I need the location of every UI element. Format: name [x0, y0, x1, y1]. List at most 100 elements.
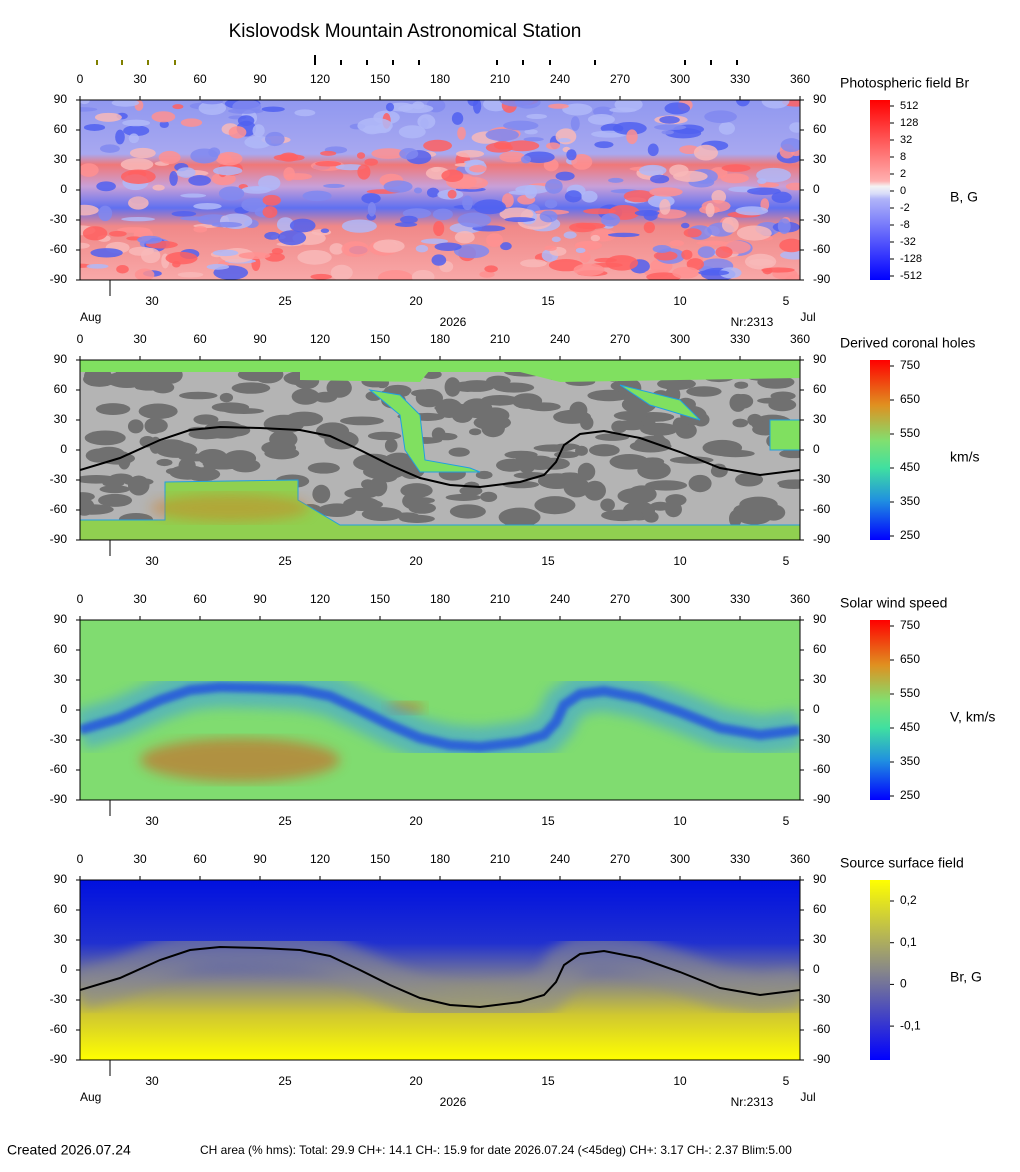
field-patch — [785, 182, 800, 191]
gray-patch — [665, 494, 687, 506]
field-patch — [570, 116, 580, 131]
latitude-label: 90 — [813, 92, 827, 106]
latitude-label: -30 — [50, 732, 68, 746]
colorbar-label: 550 — [900, 686, 920, 700]
longitude-label: 0 — [77, 332, 84, 346]
field-patch — [623, 190, 655, 203]
start-month: Aug — [80, 310, 101, 324]
field-patch — [609, 107, 637, 113]
gray-patch — [415, 389, 444, 408]
longitude-label: 210 — [490, 852, 510, 866]
latitude-label: -30 — [813, 212, 831, 226]
date-label: 20 — [409, 1074, 423, 1088]
field-patch — [211, 172, 236, 186]
latitude-label: -30 — [813, 992, 831, 1006]
field-patch — [504, 217, 536, 223]
field-patch — [587, 113, 615, 125]
field-patch — [575, 222, 606, 230]
latitude-label: -30 — [813, 472, 831, 486]
colorbar-label: 550 — [900, 426, 920, 440]
field-patch — [165, 251, 198, 265]
longitude-label: 210 — [490, 332, 510, 346]
colorbar-label: 0 — [900, 977, 907, 991]
field-patch — [573, 263, 605, 276]
field-patch — [705, 202, 715, 218]
field-patch — [683, 228, 702, 238]
colorbar-label: 32 — [900, 134, 912, 146]
field-patch — [80, 242, 90, 249]
north-hole — [300, 360, 800, 382]
field-patch — [664, 102, 691, 115]
field-patch — [504, 140, 540, 152]
field-patch — [704, 110, 737, 123]
gray-patch — [580, 415, 594, 431]
south-fast — [140, 738, 340, 782]
field-patch — [373, 239, 405, 253]
longitude-label: 90 — [253, 72, 267, 86]
gray-patch — [127, 419, 144, 434]
longitude-label: 240 — [550, 72, 570, 86]
colorbar-label: 2 — [900, 168, 906, 180]
colorbar — [870, 360, 890, 540]
field-patch — [485, 142, 513, 153]
field-patch — [120, 158, 154, 171]
gray-patch — [313, 391, 338, 403]
field-patch — [80, 100, 90, 105]
field-patch — [273, 154, 305, 162]
field-patch — [238, 252, 271, 259]
field-patch — [433, 221, 445, 237]
field-patch — [544, 245, 557, 251]
date-label: 30 — [145, 554, 159, 568]
field-patch — [179, 216, 211, 221]
gray-patch — [285, 411, 324, 427]
field-patch — [80, 107, 98, 112]
gray-patch — [134, 383, 163, 391]
longitude-label: 30 — [133, 332, 147, 346]
gray-patch — [95, 403, 131, 415]
latitude-label: -30 — [813, 732, 831, 746]
colorbar-title: Photospheric field Br — [840, 75, 970, 91]
field-patch — [297, 249, 332, 265]
latitude-label: -90 — [50, 272, 68, 286]
gray-patch — [643, 511, 659, 523]
rotation-number: Nr:2313 — [731, 315, 774, 329]
longitude-label: 330 — [730, 72, 750, 86]
latitude-label: 0 — [60, 442, 67, 456]
gray-patch — [475, 470, 493, 480]
field-patch — [502, 193, 514, 208]
colorbar-unit: Br, G — [950, 969, 982, 985]
gray-patch — [151, 381, 175, 394]
field-patch — [548, 103, 569, 109]
colorbar-label: 250 — [900, 528, 920, 542]
longitude-label: 300 — [670, 332, 690, 346]
gray-patch — [688, 474, 712, 493]
field-patch — [720, 173, 749, 184]
latitude-label: 60 — [54, 902, 68, 916]
gray-patch — [179, 391, 218, 400]
colorbar-unit: V, km/s — [950, 709, 995, 725]
field-patch — [607, 232, 640, 238]
latitude-label: -30 — [50, 212, 68, 226]
longitude-label: 360 — [790, 72, 810, 86]
date-label: 25 — [278, 554, 292, 568]
gray-patch — [732, 418, 749, 428]
field-patch — [232, 100, 262, 114]
gray-patch — [83, 371, 116, 387]
field-patch — [431, 167, 441, 173]
field-patch — [698, 269, 730, 276]
latitude-label: 0 — [60, 182, 67, 196]
gray-patch — [367, 431, 402, 441]
gray-patch — [563, 477, 590, 498]
gray-patch — [445, 493, 482, 501]
field-patch — [169, 170, 178, 186]
field-patch — [747, 187, 781, 195]
field-patch — [523, 151, 555, 163]
field-patch — [123, 125, 150, 137]
field-patch — [80, 204, 99, 216]
longitude-label: 30 — [133, 852, 147, 866]
field-patch — [643, 221, 655, 234]
latitude-label: 90 — [54, 352, 68, 366]
gray-patch — [600, 498, 615, 512]
gray-patch — [515, 451, 534, 469]
